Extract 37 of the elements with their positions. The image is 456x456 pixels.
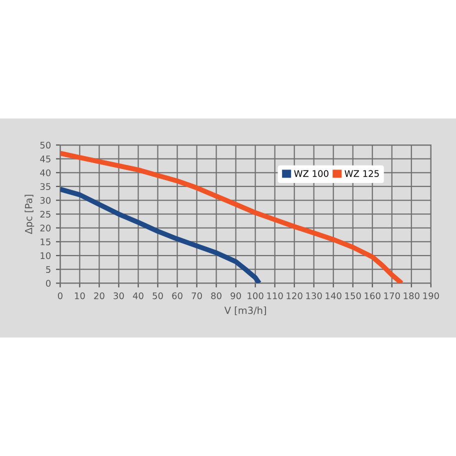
x-tick-label: 160 <box>364 292 380 300</box>
x-tick-label: 110 <box>267 292 283 300</box>
x-tick-label: 100 <box>248 292 264 300</box>
line-series <box>60 150 404 284</box>
y-tick-label: 35 <box>40 183 50 190</box>
x-tick-label: 150 <box>345 292 361 300</box>
y-tick-label: 0 <box>46 280 51 287</box>
x-tick-label: 90 <box>230 292 241 300</box>
x-tick-label: 20 <box>94 292 104 300</box>
x-tick-label: 10 <box>74 292 85 300</box>
x-tick-label: 180 <box>404 292 420 300</box>
y-tick-label: 40 <box>40 169 51 176</box>
y-tick-label: 30 <box>40 197 51 204</box>
legend-label: WZ 125 <box>344 170 379 177</box>
x-tick-label: 120 <box>286 292 302 300</box>
x-tick-label: 170 <box>384 292 400 300</box>
x-tick-label: 190 <box>423 292 439 300</box>
y-tick-label: 25 <box>40 210 50 218</box>
y-tick-label: 45 <box>40 156 50 162</box>
x-tick-label: 40 <box>132 292 144 300</box>
y-tick-label: 20 <box>40 224 51 232</box>
x-tick-label: 50 <box>152 292 163 300</box>
x-tick-label: 140 <box>326 292 342 300</box>
x-axis-title: V [m3/h] <box>224 306 266 316</box>
x-tick-label: 70 <box>192 292 202 300</box>
line-series <box>60 186 262 284</box>
x-tick-label: 30 <box>114 292 124 300</box>
y-axis-title: Δpc [Pa] <box>24 194 34 234</box>
y-tick-label: 5 <box>46 266 50 273</box>
legend-label: WZ 100 <box>294 170 328 177</box>
x-tick-label: 60 <box>172 292 182 300</box>
x-tick-label: 130 <box>306 292 322 300</box>
x-tick-label: 0 <box>58 292 62 300</box>
y-tick-label: 50 <box>40 142 51 149</box>
x-tick-label: 80 <box>211 292 222 300</box>
y-tick-label: 15 <box>40 238 50 246</box>
y-tick-label: 10 <box>40 252 51 260</box>
